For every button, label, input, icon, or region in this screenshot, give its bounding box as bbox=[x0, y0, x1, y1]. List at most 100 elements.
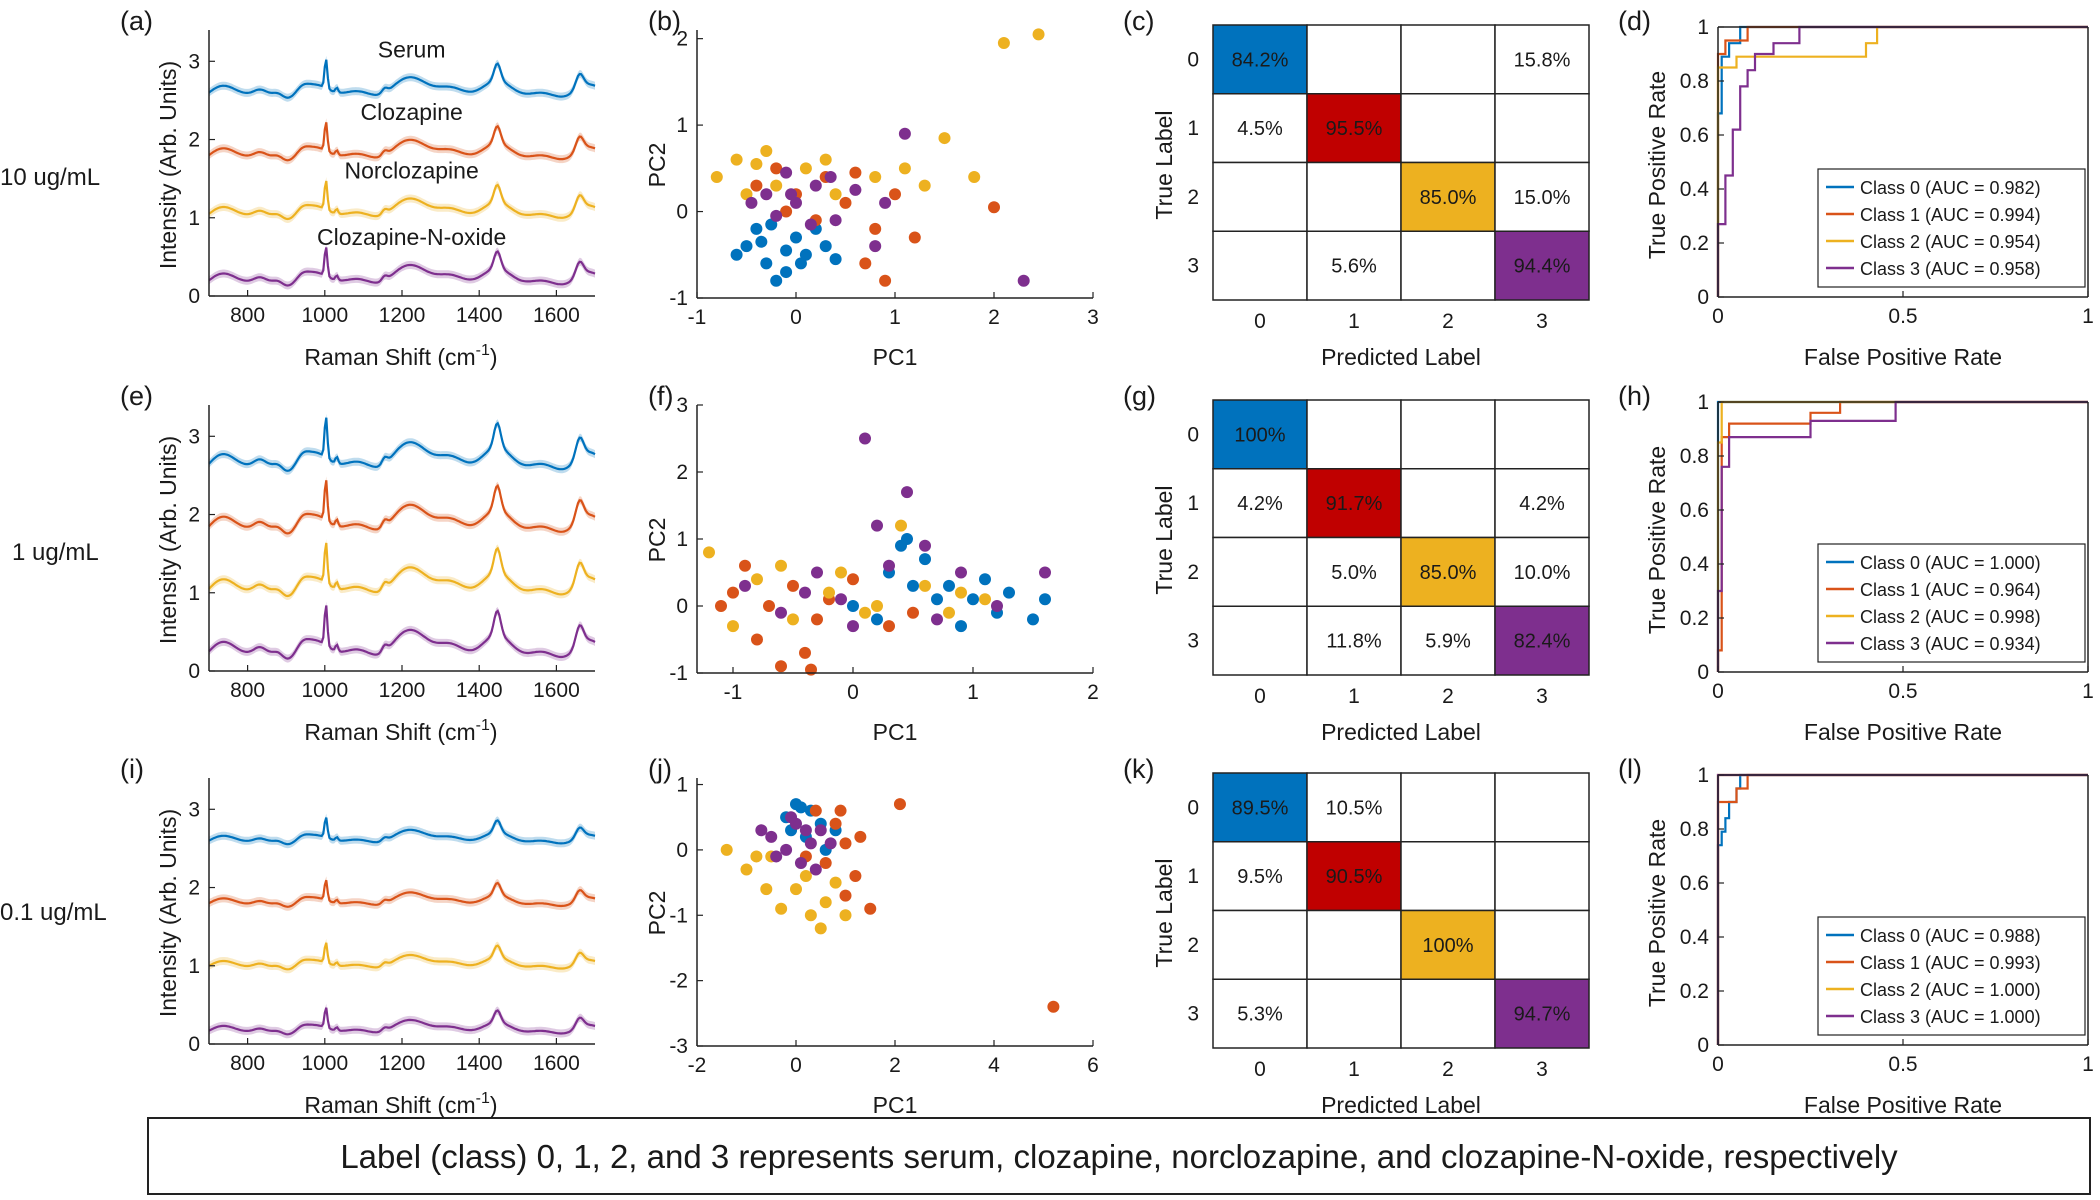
scatter-point bbox=[869, 240, 882, 253]
legend-entry: Class 2 (AUC = 1.000) bbox=[1860, 980, 2041, 1000]
scatter-point bbox=[770, 850, 783, 863]
caption-box bbox=[147, 1117, 2091, 1195]
y-tick-label: 0.4 bbox=[1680, 178, 1710, 201]
matrix-cell bbox=[1494, 605, 1590, 676]
scatter-point bbox=[809, 179, 822, 192]
matrix-cell-label: 4.2% bbox=[1237, 493, 1283, 515]
y-tick-label: 0 bbox=[1187, 796, 1199, 819]
x-tick-label: 1 bbox=[1348, 1058, 1360, 1081]
matrix-cell-label: 4.5% bbox=[1237, 118, 1283, 140]
scatter-point bbox=[908, 231, 921, 244]
x-tick-label: 800 bbox=[230, 304, 265, 327]
x-tick-label: 0 bbox=[790, 1054, 802, 1077]
x-axis-label: PC1 bbox=[873, 344, 918, 370]
scatter-point bbox=[871, 600, 883, 612]
scatter-point bbox=[760, 257, 773, 270]
scatter-point bbox=[804, 218, 817, 231]
scatter-point bbox=[775, 902, 788, 915]
y-tick-label: 0.2 bbox=[1680, 232, 1709, 255]
y-tick-label: 1 bbox=[188, 582, 200, 605]
scatter-point bbox=[727, 620, 739, 633]
scatter-point bbox=[703, 546, 715, 559]
matrix-cell bbox=[1494, 399, 1590, 470]
y-tick-label: 1 bbox=[676, 528, 688, 551]
roc-curve bbox=[1716, 400, 2088, 672]
spectrum-line bbox=[208, 59, 596, 99]
scatter-point bbox=[839, 837, 852, 850]
x-tick-label: 1000 bbox=[301, 679, 348, 702]
scatter-point bbox=[931, 593, 943, 606]
x-tick-label: 6 bbox=[1087, 1054, 1099, 1077]
y-tick-label: 0.4 bbox=[1680, 553, 1710, 576]
scatter-point bbox=[727, 586, 739, 599]
y-tick-label: 0 bbox=[1187, 423, 1199, 446]
x-tick-label: 1 bbox=[2082, 1053, 2094, 1076]
spectrum-line bbox=[208, 942, 596, 971]
y-axis-label: Intensity (Arb. Units) bbox=[155, 436, 181, 644]
series-label: Serum bbox=[378, 36, 446, 62]
scatter-point bbox=[849, 870, 862, 883]
y-tick-label: 1 bbox=[676, 774, 688, 797]
scatter-point bbox=[907, 579, 919, 592]
matrix-cell bbox=[1306, 399, 1402, 470]
matrix-cell-label: 91.7% bbox=[1326, 493, 1383, 515]
roc-curve bbox=[1716, 25, 2088, 297]
y-tick-label: 2 bbox=[1187, 561, 1199, 584]
matrix-cell-label: 95.5% bbox=[1326, 118, 1383, 140]
scatter-point bbox=[739, 559, 751, 572]
legend-box bbox=[1817, 543, 2086, 663]
matrix-cell bbox=[1212, 536, 1308, 607]
scatter-point bbox=[997, 36, 1010, 49]
y-tick-label: 2 bbox=[676, 28, 688, 51]
x-tick-label: 1000 bbox=[301, 304, 348, 327]
scatter-point bbox=[794, 801, 807, 814]
series-label: Clozapine-N-oxide bbox=[317, 224, 506, 250]
matrix-cell bbox=[1494, 230, 1590, 301]
scatter-point bbox=[869, 170, 882, 183]
matrix-cell-label: 15.8% bbox=[1514, 49, 1571, 71]
y-axis-label: PC2 bbox=[644, 143, 670, 188]
scatter-point bbox=[775, 559, 787, 572]
scatter-point bbox=[938, 132, 951, 145]
scatter-point bbox=[740, 240, 753, 253]
y-axis-label: True Label bbox=[1151, 485, 1177, 594]
y-tick-label: 2 bbox=[676, 461, 688, 484]
panel-label: (l) bbox=[1618, 754, 1642, 784]
y-tick-label: 1 bbox=[1697, 391, 1709, 414]
row-label-2: 1 ug/mL bbox=[12, 539, 99, 566]
y-tick-label: -1 bbox=[669, 287, 688, 310]
scatter-point bbox=[919, 539, 931, 552]
matrix-cell-label: 5.6% bbox=[1331, 256, 1377, 278]
scatter-point bbox=[755, 235, 768, 248]
x-tick-label: 1600 bbox=[533, 679, 580, 702]
scatter-point bbox=[824, 170, 837, 183]
scatter-point bbox=[895, 519, 907, 532]
matrix-cell bbox=[1212, 230, 1308, 301]
scatter-point bbox=[750, 850, 763, 863]
matrix-cell-label: 84.2% bbox=[1232, 49, 1289, 71]
scatter-point bbox=[1017, 274, 1030, 287]
scatter-point bbox=[883, 620, 895, 633]
scatter-point bbox=[955, 566, 967, 579]
panel-label: (e) bbox=[120, 381, 153, 411]
matrix-cell-label: 4.2% bbox=[1519, 493, 1565, 515]
x-tick-label: 2 bbox=[1442, 685, 1454, 708]
y-tick-label: 1 bbox=[1187, 865, 1199, 888]
x-axis-label: PC1 bbox=[873, 719, 918, 745]
scatter-point bbox=[739, 579, 751, 592]
scatter-point bbox=[967, 593, 979, 606]
matrix-cell-label: 10.5% bbox=[1326, 797, 1383, 819]
matrix-cell bbox=[1212, 161, 1308, 232]
spectrum-line bbox=[208, 180, 596, 221]
y-tick-label: 3 bbox=[676, 394, 688, 417]
matrix-cell bbox=[1306, 536, 1402, 607]
scatter-point bbox=[864, 902, 877, 915]
y-tick-label: 0 bbox=[188, 1033, 200, 1056]
y-tick-label: 0.8 bbox=[1680, 70, 1709, 93]
matrix-cell bbox=[1494, 841, 1590, 912]
matrix-cell-label: 5.0% bbox=[1331, 562, 1377, 584]
scatter-point bbox=[918, 179, 931, 192]
matrix-cell-label: 5.3% bbox=[1237, 1004, 1283, 1026]
scatter-point bbox=[780, 244, 793, 257]
x-axis-label: Predicted Label bbox=[1321, 344, 1481, 370]
